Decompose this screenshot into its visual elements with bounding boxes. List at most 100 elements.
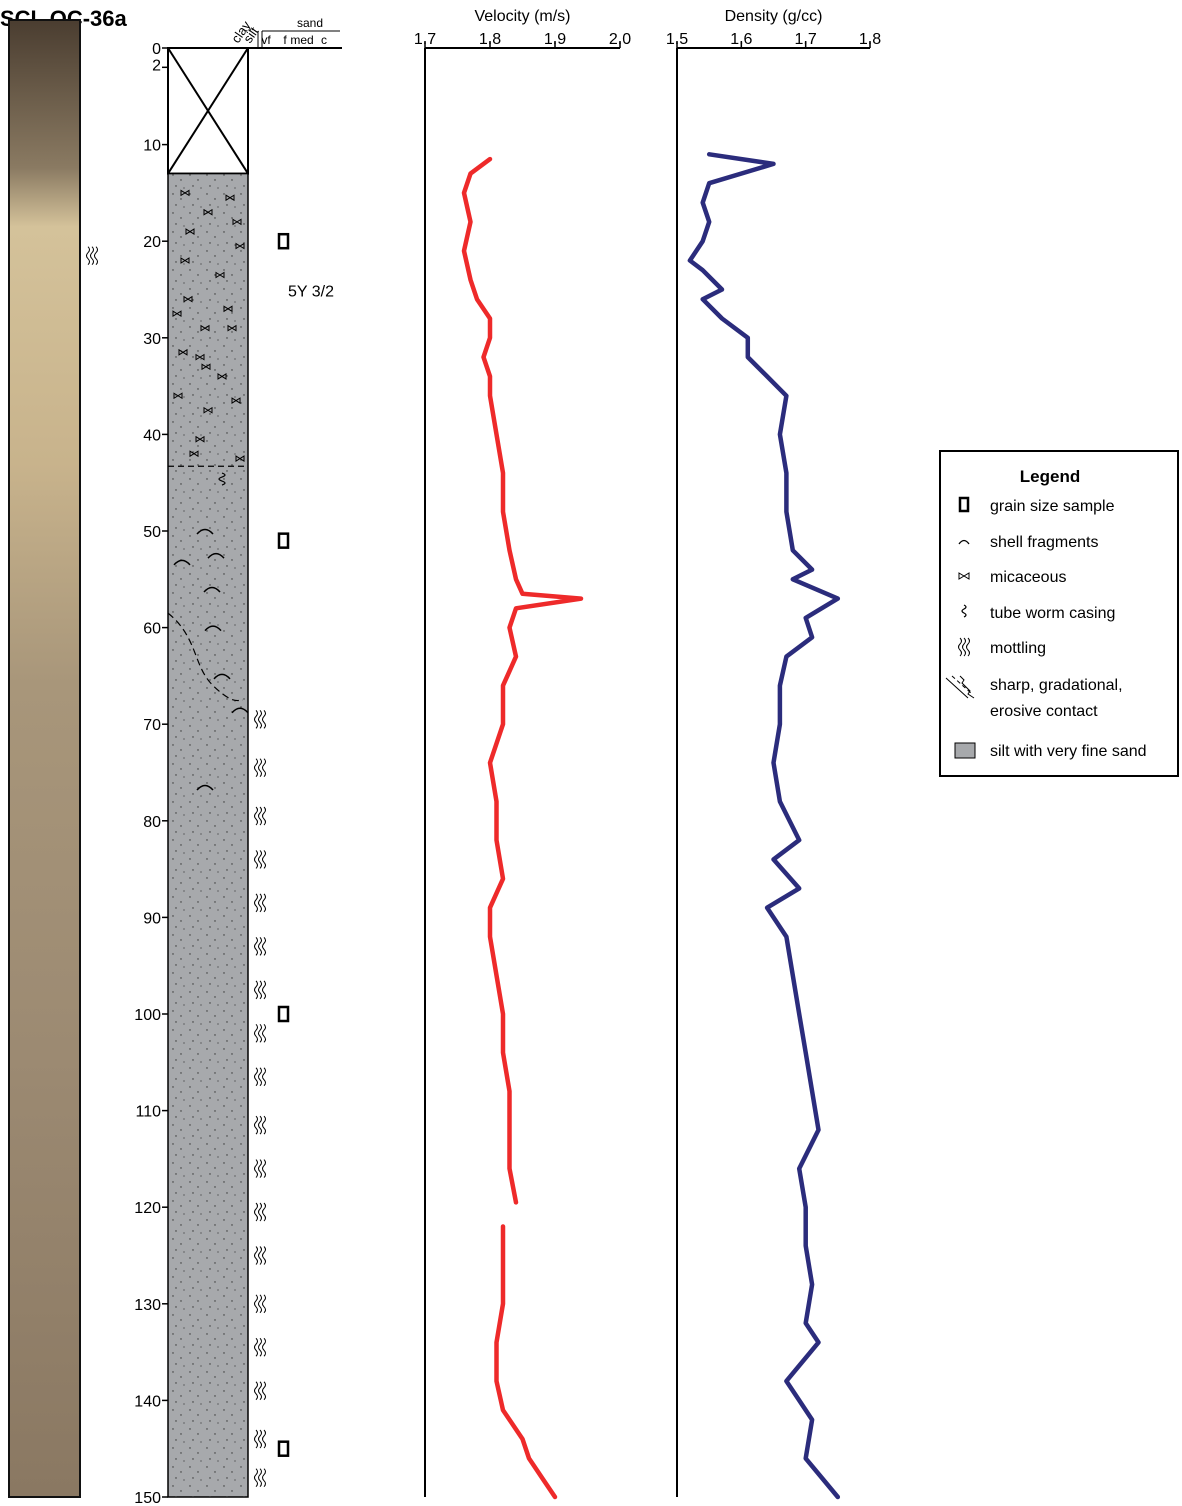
mottling (262, 1246, 266, 1265)
legend-icon (954, 742, 976, 759)
sand-label: sand (297, 16, 323, 30)
depth-tick-label: 20 (143, 234, 161, 251)
mottling (254, 1294, 258, 1314)
mottling (94, 246, 98, 266)
silt-dots (168, 173, 248, 1498)
micaceous (195, 435, 205, 443)
micaceous (180, 257, 190, 264)
axis-title: Density (g/cc) (725, 8, 823, 25)
mottling (254, 1429, 258, 1449)
legend-icon (951, 675, 973, 695)
micaceous (203, 208, 213, 216)
depth-tick-label: 110 (135, 1104, 161, 1121)
legend-icon (958, 496, 970, 513)
mottling (258, 1023, 262, 1043)
mottling (254, 1337, 258, 1357)
mottling (254, 1381, 258, 1401)
micaceous (231, 397, 241, 404)
mottling (254, 710, 258, 729)
mottling (86, 246, 90, 266)
color-code: 5Y 3/2 (288, 283, 334, 300)
mottling (254, 893, 258, 913)
shell (196, 528, 214, 535)
micaceous (200, 324, 210, 332)
mottling (262, 1023, 266, 1043)
depth-tick-label: 80 (143, 814, 161, 831)
mottling (254, 1023, 258, 1043)
legend-icon (966, 637, 970, 657)
depth-tick-label: 2 (152, 57, 161, 74)
mottling (254, 806, 258, 826)
axis-title: Velocity (m/s) (474, 8, 570, 25)
mottling (262, 980, 266, 1000)
mottling (254, 1468, 258, 1488)
tick-label: 2.0 (609, 31, 631, 48)
legend: Legend grain size sample shell fragments mi… (939, 450, 1179, 777)
legend-label: shell fragments (990, 534, 1099, 551)
mottling (254, 758, 258, 778)
grain-size-sample (277, 1005, 290, 1023)
legend-icon (961, 604, 967, 618)
shell (204, 625, 222, 632)
legend-icon (958, 539, 970, 545)
depth-tick-label: 100 (134, 1007, 161, 1024)
mottling (258, 1294, 262, 1314)
mottling (262, 1115, 266, 1135)
mottling (258, 937, 262, 956)
mottling (258, 1115, 262, 1135)
legend-box (939, 450, 1179, 777)
legend-icon (962, 637, 966, 657)
grain-size-sample (277, 1440, 290, 1457)
shell (203, 586, 221, 593)
mottling (262, 1381, 266, 1401)
legend-label: silt with very fine sand (990, 743, 1147, 760)
grain-size-sample (277, 532, 290, 549)
legend-label: grain size sample (990, 498, 1115, 515)
mottling (254, 850, 258, 869)
mottling (262, 1337, 266, 1357)
micaceous (203, 406, 213, 414)
grain-class: med (290, 33, 313, 47)
mottling (258, 1202, 262, 1222)
tick-label: 1.5 (666, 31, 688, 48)
tick-label: 1.8 (859, 31, 881, 48)
mottling (262, 1202, 266, 1222)
mottling (254, 1115, 258, 1135)
mottling (262, 937, 266, 956)
legend-icon (958, 637, 962, 657)
depth-tick-label: 30 (143, 331, 161, 348)
tick-label: 1.8 (479, 31, 501, 48)
depth-tick-label: 140 (134, 1393, 161, 1410)
mottling (90, 246, 94, 266)
depth-tick-label: 120 (134, 1200, 161, 1217)
mottling (258, 758, 262, 778)
tick-label: 1.9 (544, 31, 566, 48)
micaceous (185, 228, 195, 235)
mottling (258, 1468, 262, 1488)
mottling (254, 1159, 258, 1178)
tick-label: 1.7 (414, 31, 436, 48)
mottling (258, 1067, 262, 1087)
micaceous (227, 324, 237, 332)
core-photo (8, 19, 81, 1498)
micaceous (195, 353, 205, 361)
mottling (262, 1468, 266, 1488)
depth-tick-label: 70 (143, 717, 161, 734)
mottling (258, 1381, 262, 1401)
shell (231, 707, 249, 714)
grain-class: vf (261, 33, 271, 47)
tick-label: 1.6 (730, 31, 752, 48)
mottling (258, 1429, 262, 1449)
legend-label: tube worm casing (990, 605, 1115, 622)
mottling (258, 806, 262, 826)
grain-class: f (283, 33, 287, 47)
mottling (262, 758, 266, 778)
legend-label: erosive contact (990, 703, 1098, 720)
micaceous (215, 271, 225, 279)
contact-erosive (167, 612, 244, 702)
mottling (258, 1159, 262, 1178)
depth-tick-label: 60 (143, 621, 161, 638)
micaceous (235, 455, 245, 462)
legend-icon (958, 572, 970, 580)
